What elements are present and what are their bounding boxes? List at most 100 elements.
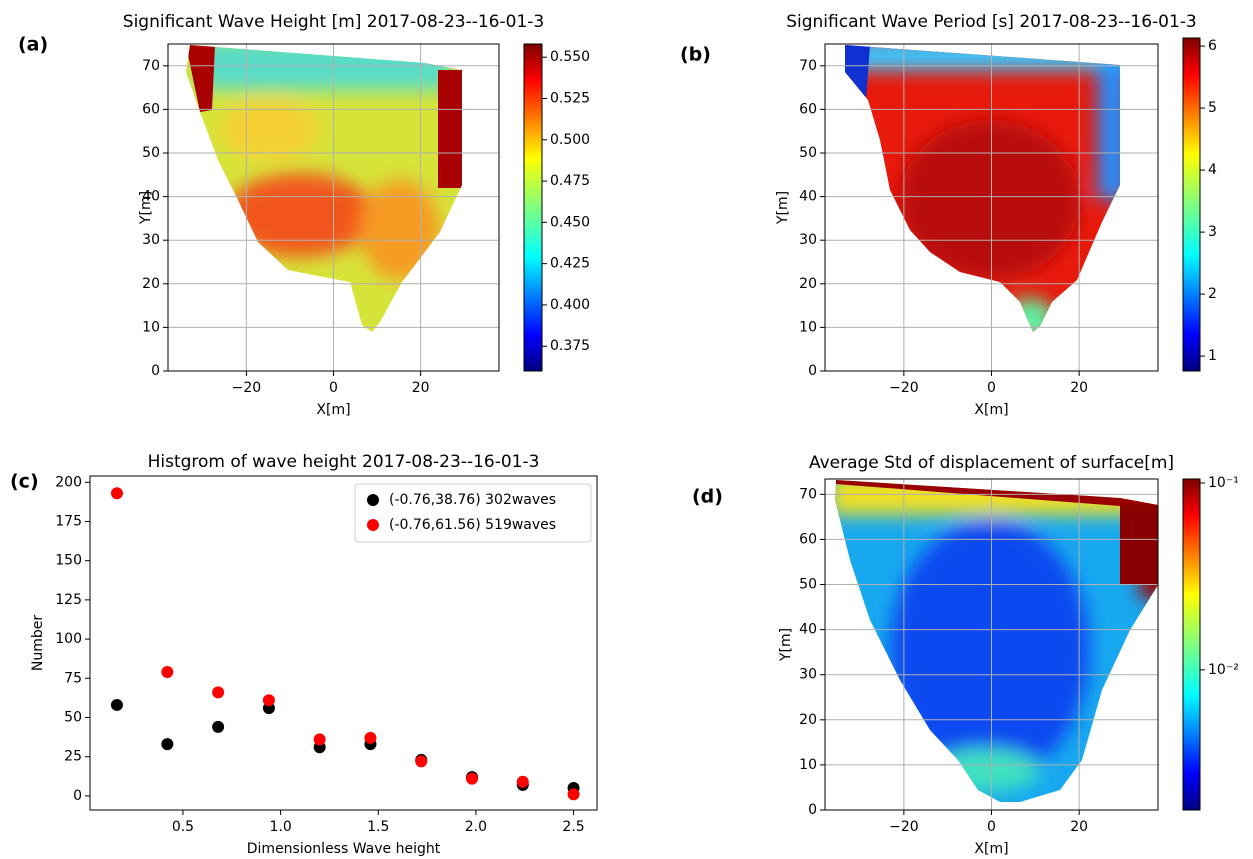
panel-label: (b) [680, 44, 711, 66]
colorbar-tick-label: 5 [1208, 100, 1217, 116]
legend-label: (-0.76,61.56) 519waves [389, 517, 556, 533]
x-axis-label: X[m] [316, 402, 350, 418]
x-tick-label: −20 [889, 819, 919, 835]
panel-label: (c) [10, 471, 39, 493]
point [466, 772, 479, 785]
colorbar-tick-label: 4 [1208, 162, 1217, 178]
point [567, 788, 580, 801]
y-tick-label: 20 [142, 276, 160, 292]
x-tick-label: 20 [1070, 380, 1088, 396]
colorbar-tick-label: 3 [1208, 224, 1217, 240]
colorbar-tick-label: 0.550 [550, 49, 590, 65]
y-tick-label: 75 [64, 670, 82, 686]
axes-frame [824, 43, 1159, 372]
y-tick-label: 10 [799, 757, 817, 773]
y-tick-label: 60 [799, 531, 817, 547]
colorbar-tick-label: 0.400 [550, 297, 590, 313]
point [212, 686, 225, 699]
colorbar-tick-label: 0.475 [550, 173, 590, 189]
colorbar-tick-label: 0.375 [550, 338, 590, 354]
height-field [186, 45, 462, 332]
y-tick-label: 25 [64, 749, 82, 765]
y-axis-label: Number [30, 615, 46, 671]
point [313, 733, 326, 746]
y-axis-label: Y[m] [775, 191, 791, 225]
x-tick-label: 0 [987, 380, 996, 396]
colorbar-tick-label: 6 [1208, 38, 1217, 54]
point [110, 487, 123, 500]
colorbar-tick-label: 0.525 [550, 91, 590, 107]
y-tick-label: 150 [55, 553, 82, 569]
colorbar-tick-label: 0.425 [550, 256, 590, 272]
y-tick-label: 50 [64, 709, 82, 725]
legend-label: (-0.76,38.76) 302waves [389, 492, 556, 508]
panel-label: (d) [692, 486, 723, 508]
point [262, 694, 275, 707]
y-tick-label: 30 [142, 232, 160, 248]
x-axis-label: Dimensionless Wave height [247, 841, 441, 857]
colorbar-tick-label: 10⁻² [1208, 662, 1239, 678]
y-tick-label: 0 [808, 802, 817, 818]
x-tick-label: −20 [889, 380, 919, 396]
x-tick-label: 20 [412, 380, 430, 396]
colorbar-tick-label: 10⁻¹ [1208, 475, 1239, 491]
y-tick-label: 60 [799, 101, 817, 117]
std-field [835, 480, 1158, 802]
x-tick-label: 2.5 [562, 819, 584, 835]
point [415, 755, 428, 768]
y-tick-label: 30 [799, 667, 817, 683]
y-tick-label: 50 [799, 145, 817, 161]
colorbar [1182, 37, 1201, 372]
legend-box [354, 483, 592, 543]
chart-title: Average Std of displacement of surface[m… [809, 453, 1174, 473]
axes-frame [824, 478, 1159, 811]
colorbar-tick-label: 1 [1208, 348, 1217, 364]
x-tick-label: 20 [1070, 819, 1088, 835]
y-tick-label: 70 [142, 58, 160, 74]
y-tick-label: 30 [799, 232, 817, 248]
colorbar-tick-label: 0.500 [550, 132, 590, 148]
point [110, 698, 123, 711]
axes-frame [167, 43, 500, 372]
period-field [845, 45, 1120, 332]
chart-title: Significant Wave Height [m] 2017-08-23--… [123, 12, 544, 32]
colorbar [523, 43, 543, 372]
y-axis-label: Y[m] [778, 628, 794, 662]
y-tick-label: 70 [799, 486, 817, 502]
axes-frame [89, 475, 598, 811]
y-tick-label: 40 [142, 189, 160, 205]
colorbar-tick-label: 2 [1208, 286, 1217, 302]
point [364, 731, 377, 744]
point [161, 738, 174, 751]
panel-label: (a) [18, 34, 48, 56]
legend-marker [367, 494, 379, 506]
x-tick-label: 1.5 [367, 819, 389, 835]
y-tick-label: 10 [142, 319, 160, 335]
y-tick-label: 0 [808, 363, 817, 379]
y-tick-label: 0 [151, 363, 160, 379]
chart-title: Significant Wave Period [s] 2017-08-23--… [786, 12, 1197, 32]
y-tick-label: 100 [55, 631, 82, 647]
y-tick-label: 60 [142, 101, 160, 117]
y-axis-label: Y[m] [138, 191, 154, 225]
y-tick-label: 0 [73, 788, 82, 804]
x-tick-label: 0.5 [172, 819, 194, 835]
x-tick-label: −20 [232, 380, 262, 396]
legend-marker [367, 519, 379, 531]
y-tick-label: 50 [799, 577, 817, 593]
y-tick-label: 175 [55, 513, 82, 529]
chart-title: Histgrom of wave height 2017-08-23--16-0… [148, 452, 540, 472]
x-tick-label: 0 [987, 819, 996, 835]
x-tick-label: 1.0 [269, 819, 291, 835]
point [516, 775, 529, 788]
y-tick-label: 40 [799, 622, 817, 638]
y-tick-label: 200 [55, 474, 82, 490]
y-tick-label: 40 [799, 189, 817, 205]
point [212, 720, 225, 733]
y-tick-label: 20 [799, 712, 817, 728]
x-axis-label: X[m] [974, 841, 1008, 857]
point [161, 666, 174, 679]
y-tick-label: 70 [799, 58, 817, 74]
x-tick-label: 2.0 [465, 819, 487, 835]
